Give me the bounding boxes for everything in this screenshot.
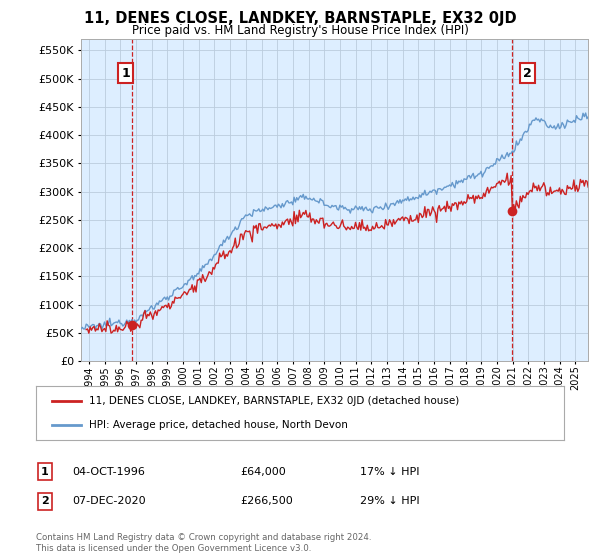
Text: 07-DEC-2020: 07-DEC-2020 [72,496,146,506]
Text: 29% ↓ HPI: 29% ↓ HPI [360,496,419,506]
Text: 1: 1 [41,466,49,477]
Text: 2: 2 [41,496,49,506]
Text: £266,500: £266,500 [240,496,293,506]
Text: £64,000: £64,000 [240,466,286,477]
Text: 1: 1 [122,67,130,80]
Text: 11, DENES CLOSE, LANDKEY, BARNSTAPLE, EX32 0JD (detached house): 11, DENES CLOSE, LANDKEY, BARNSTAPLE, EX… [89,396,459,407]
Text: 17% ↓ HPI: 17% ↓ HPI [360,466,419,477]
Text: Contains HM Land Registry data © Crown copyright and database right 2024.
This d: Contains HM Land Registry data © Crown c… [36,533,371,553]
Text: 04-OCT-1996: 04-OCT-1996 [72,466,145,477]
Text: 11, DENES CLOSE, LANDKEY, BARNSTAPLE, EX32 0JD: 11, DENES CLOSE, LANDKEY, BARNSTAPLE, EX… [83,11,517,26]
Text: HPI: Average price, detached house, North Devon: HPI: Average price, detached house, Nort… [89,419,347,430]
Text: Price paid vs. HM Land Registry's House Price Index (HPI): Price paid vs. HM Land Registry's House … [131,24,469,37]
Text: 2: 2 [523,67,532,80]
